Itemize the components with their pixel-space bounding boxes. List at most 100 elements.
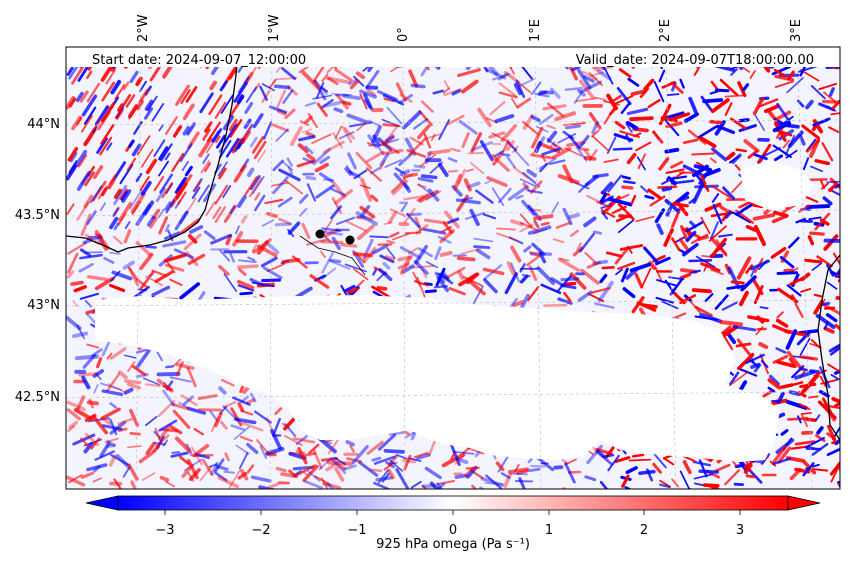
omega-streak xyxy=(442,87,450,94)
omega-streak xyxy=(97,185,108,200)
omega-streak xyxy=(122,466,131,478)
omega-streak xyxy=(542,104,567,111)
omega-streak xyxy=(745,474,756,479)
omega-streak xyxy=(621,267,629,283)
omega-streak xyxy=(533,214,554,221)
omega-streak xyxy=(798,204,811,213)
omega-streak xyxy=(652,452,667,469)
omega-streak xyxy=(447,217,460,224)
omega-streak xyxy=(704,293,714,302)
omega-streak xyxy=(382,123,400,128)
omega-streak xyxy=(400,203,408,213)
omega-streak xyxy=(158,216,169,235)
omega-streak xyxy=(512,300,525,307)
omega-streak xyxy=(165,116,178,135)
omega-streak xyxy=(698,469,720,474)
omega-streak xyxy=(257,149,267,163)
omega-streak xyxy=(209,410,219,423)
omega-streak xyxy=(100,407,121,420)
omega-streak xyxy=(441,453,465,468)
omega-streak xyxy=(743,139,760,153)
omega-streak xyxy=(321,477,329,489)
lon-label: 2°E xyxy=(658,19,673,42)
omega-streak xyxy=(531,81,542,95)
colorbar-tick-label: −1 xyxy=(347,523,366,538)
omega-streak xyxy=(163,231,181,240)
omega-streak xyxy=(670,160,684,169)
omega-streak xyxy=(110,270,121,282)
omega-streak xyxy=(700,95,713,111)
omega-streak xyxy=(301,222,311,239)
omega-streak xyxy=(722,325,739,338)
omega-streak xyxy=(91,414,108,435)
omega-streak xyxy=(457,68,481,78)
omega-streak xyxy=(465,272,480,285)
omega-streak xyxy=(614,456,631,463)
omega-streak xyxy=(669,277,684,296)
omega-streak xyxy=(731,153,742,164)
omega-streak xyxy=(450,444,461,466)
omega-streak xyxy=(127,445,142,449)
omega-streak xyxy=(678,237,690,252)
omega-streak xyxy=(306,237,330,246)
omega-streak xyxy=(92,477,103,483)
omega-streak xyxy=(837,482,840,486)
omega-streak xyxy=(638,469,656,475)
omega-streak xyxy=(128,104,139,119)
omega-streak xyxy=(106,439,116,447)
omega-streak xyxy=(81,94,98,117)
omega-streak xyxy=(530,115,541,123)
omega-streak xyxy=(516,97,532,109)
omega-streak xyxy=(664,147,680,154)
omega-streak xyxy=(152,444,161,453)
omega-streak xyxy=(278,217,292,226)
omega-streak xyxy=(145,245,157,249)
omega-streak xyxy=(237,284,255,292)
omega-streak xyxy=(560,277,580,282)
omega-streak xyxy=(805,417,817,422)
omega-streak xyxy=(463,466,475,477)
omega-streak xyxy=(287,166,293,175)
omega-streak xyxy=(653,81,665,103)
omega-streak xyxy=(654,266,662,281)
omega-streak xyxy=(643,303,658,309)
omega-streak xyxy=(388,431,405,436)
omega-streak xyxy=(622,287,636,299)
omega-streak xyxy=(173,248,194,259)
omega-streak xyxy=(403,207,416,224)
omega-streak xyxy=(414,244,429,265)
omega-streak xyxy=(326,482,336,489)
omega-streak xyxy=(826,105,837,112)
omega-streak xyxy=(296,464,317,477)
omega-streak xyxy=(416,124,431,140)
omega-streak xyxy=(506,261,516,276)
graticule xyxy=(66,47,840,489)
omega-streak xyxy=(306,470,321,482)
omega-streak xyxy=(215,464,229,471)
omega-streak xyxy=(502,139,510,153)
omega-streak xyxy=(159,475,170,482)
omega-streak xyxy=(247,167,255,177)
omega-streak xyxy=(615,268,623,276)
omega-streak xyxy=(775,110,792,121)
omega-streak xyxy=(86,210,97,225)
colorbar-ticks xyxy=(164,510,741,515)
omega-streak xyxy=(652,462,662,474)
omega-streak xyxy=(397,255,413,262)
omega-streak xyxy=(287,221,301,235)
omega-streak xyxy=(235,444,250,455)
omega-streak xyxy=(84,300,92,308)
omega-streak xyxy=(252,238,272,254)
omega-streak xyxy=(513,82,523,96)
omega-streak xyxy=(306,183,317,202)
omega-streak xyxy=(135,76,143,87)
omega-streak xyxy=(359,205,376,219)
omega-streak xyxy=(218,386,227,395)
omega-streak xyxy=(186,406,207,415)
colorbar-tick-label: −3 xyxy=(155,523,174,538)
omega-streak xyxy=(460,247,482,255)
omega-streak xyxy=(786,350,804,371)
omega-streak xyxy=(530,153,554,160)
omega-streak xyxy=(311,133,332,145)
omega-streak xyxy=(417,177,434,183)
